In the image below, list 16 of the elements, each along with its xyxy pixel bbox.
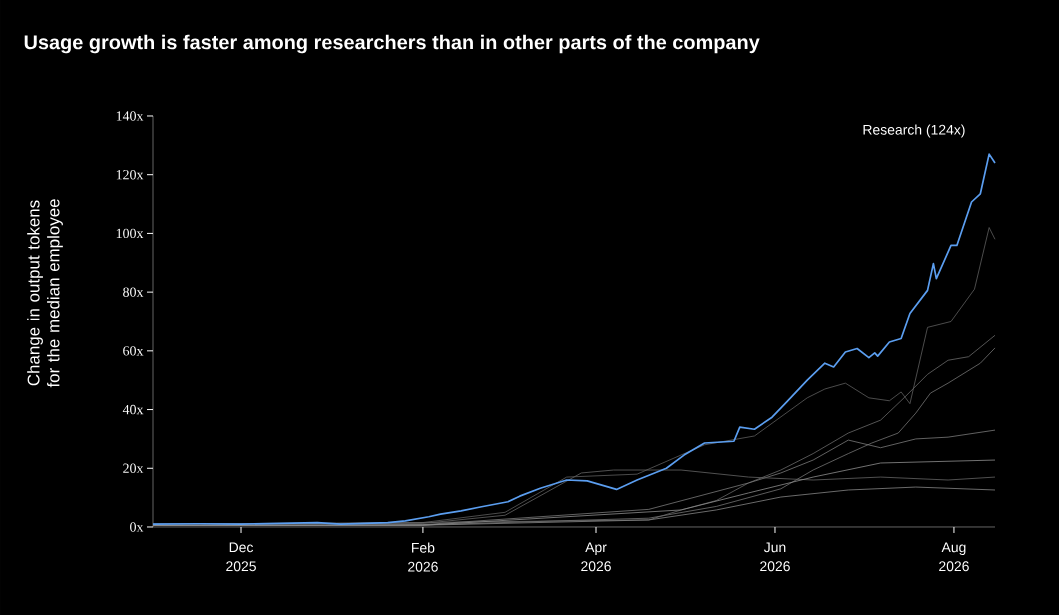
y-tick-label: 20x [123,463,144,473]
y-tick-label: 0x [130,522,144,532]
y-axis-title: Change in output tokens for the median employee [27,199,63,388]
y-tick-label: 80x [123,287,144,297]
x-tick-label: Feb 2026 [408,542,438,572]
y-tick-label: 40x [122,404,144,415]
y-tick-label: 140x [116,111,144,121]
x-tick-label: Jun 2026 [760,542,790,572]
y-tick-label: 60x [123,346,144,356]
y-tick-label: 100x [116,228,144,239]
x-tick-label: Aug 2026 [939,542,969,572]
x-tick-label: Apr 2026 [581,542,611,572]
y-tick-label: 120x [116,169,144,180]
text: Research (124x) [863,124,965,138]
chart-title: Usage growth is faster among researchers than in other parts of the company [24,34,760,54]
x-tick-label: Dec 2025 [226,542,256,572]
